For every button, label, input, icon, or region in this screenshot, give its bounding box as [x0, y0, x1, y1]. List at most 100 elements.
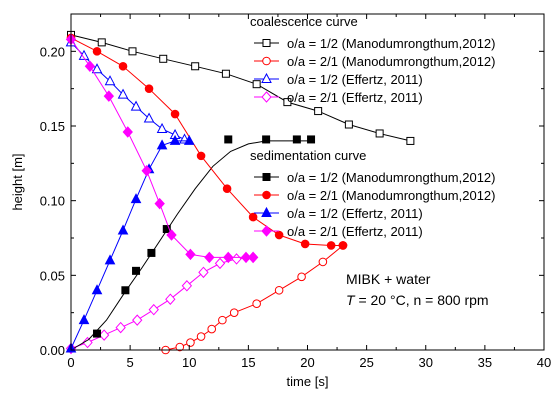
series-3-point — [115, 321, 126, 334]
series-3-point — [132, 314, 143, 326]
series-3-point — [214, 257, 226, 270]
series-2-line — [70, 42, 185, 140]
series-1-point — [297, 272, 306, 282]
x-tick-label: 40 — [537, 355, 551, 370]
legend-marker — [261, 206, 272, 217]
x-tick-label: 10 — [182, 355, 196, 370]
annotation-temp-symbol: T — [346, 292, 356, 308]
series-0-point — [221, 69, 230, 78]
series-6-point — [156, 139, 168, 150]
y-tick-label: 0.05 — [40, 268, 65, 283]
series-5-point — [144, 84, 154, 93]
series-3 — [65, 251, 259, 355]
series-2-point — [104, 75, 116, 86]
series-5-point — [248, 212, 258, 222]
series-5-point — [196, 151, 206, 161]
series-2-point — [117, 88, 129, 99]
y-tick-label: 0.10 — [40, 194, 65, 209]
series-5-point — [170, 109, 180, 119]
series-3-point — [181, 280, 193, 292]
series-3-point — [98, 329, 110, 341]
series-layer — [65, 30, 415, 355]
series-6 — [65, 134, 195, 353]
annotation: MIBK + water T = 20 °C, n = 800 rpm — [346, 271, 489, 308]
series-4-point — [121, 286, 130, 295]
legend: coalescence curve o/a = 1/2 (Manodumrongt… — [250, 14, 496, 239]
annotation-line-2: T = 20 °C, n = 800 rpm — [346, 292, 489, 308]
series-6-point — [117, 224, 129, 235]
series-4-point — [262, 135, 271, 144]
series-6-point — [104, 254, 116, 265]
series-7-point — [247, 251, 259, 264]
series-6-point — [91, 284, 103, 295]
series-6-point — [183, 134, 195, 145]
series-5 — [66, 33, 348, 250]
series-7-point — [84, 60, 96, 73]
legend-group-title: sedimentation curve — [250, 148, 366, 163]
series-5-point — [326, 241, 336, 250]
series-4-point — [162, 225, 171, 234]
series-7-point — [166, 229, 177, 241]
legend-marker — [262, 56, 271, 66]
legend-label: o/a = 1/2 (Manodumrongthum,2012) — [287, 36, 496, 51]
x-tick-label: 30 — [419, 355, 433, 370]
legend-label: o/a = 2/1 (Effertz, 2011) — [287, 224, 423, 239]
x-tick-label: 15 — [241, 355, 255, 370]
series-4-point — [147, 248, 156, 257]
series-4-point — [292, 135, 301, 144]
series-7-point — [185, 248, 196, 261]
legend-group-title: coalescence curve — [250, 14, 358, 29]
series-4-point — [307, 135, 316, 144]
series-5-point — [274, 230, 284, 240]
series-3-point — [82, 336, 93, 349]
series-7 — [65, 33, 259, 264]
series-7-point — [122, 126, 133, 138]
series-6-line — [70, 140, 190, 349]
series-0-point — [314, 107, 323, 116]
series-5-point — [222, 184, 232, 194]
x-tick-label: 0 — [67, 355, 74, 370]
x-tick-label: 20 — [300, 355, 314, 370]
legend-label: o/a = 2/1 (Manodumrongthum,2012) — [287, 54, 496, 69]
series-3-point — [148, 303, 159, 316]
legend-marker — [261, 72, 272, 83]
series-5-point — [92, 47, 102, 56]
series-1-point — [252, 299, 261, 309]
series-7-point — [223, 251, 234, 264]
series-5-line — [70, 37, 343, 246]
series-7-point — [204, 251, 215, 264]
series-4-point — [132, 266, 141, 275]
series-4 — [70, 135, 316, 351]
series-0-point — [97, 38, 106, 47]
series-1-point — [318, 257, 328, 267]
series-0-point — [159, 54, 168, 63]
series-1 — [161, 241, 348, 355]
series-1-point — [196, 332, 206, 341]
legend-marker — [262, 190, 271, 200]
y-tick-label: 0.15 — [40, 119, 65, 134]
series-5-point — [300, 239, 310, 249]
series-4-point — [224, 135, 233, 144]
legend-label: o/a = 2/1 (Effertz, 2011) — [287, 90, 423, 105]
series-2-point — [130, 100, 142, 111]
series-6-point — [130, 193, 142, 204]
legend-label: o/a = 1/2 (Effertz, 2011) — [287, 72, 423, 87]
series-4-point — [93, 329, 102, 338]
x-tick-label: 35 — [478, 355, 492, 370]
legend-marker — [261, 91, 272, 103]
series-0-point — [344, 120, 353, 129]
annotation-line-1: MIBK + water — [346, 271, 431, 287]
series-0-point — [283, 98, 292, 107]
series-7-point — [141, 165, 152, 177]
series-0-point — [252, 80, 261, 89]
legend-marker — [262, 173, 271, 181]
series-0-point — [406, 136, 415, 145]
series-7-point — [154, 197, 165, 210]
series-7-point — [240, 251, 252, 264]
series-1-point — [207, 324, 217, 334]
series-0-line — [70, 34, 411, 142]
series-1-point — [229, 308, 239, 317]
series-0-point — [191, 62, 200, 71]
series-3-point — [165, 293, 176, 305]
series-1-point — [186, 338, 195, 347]
